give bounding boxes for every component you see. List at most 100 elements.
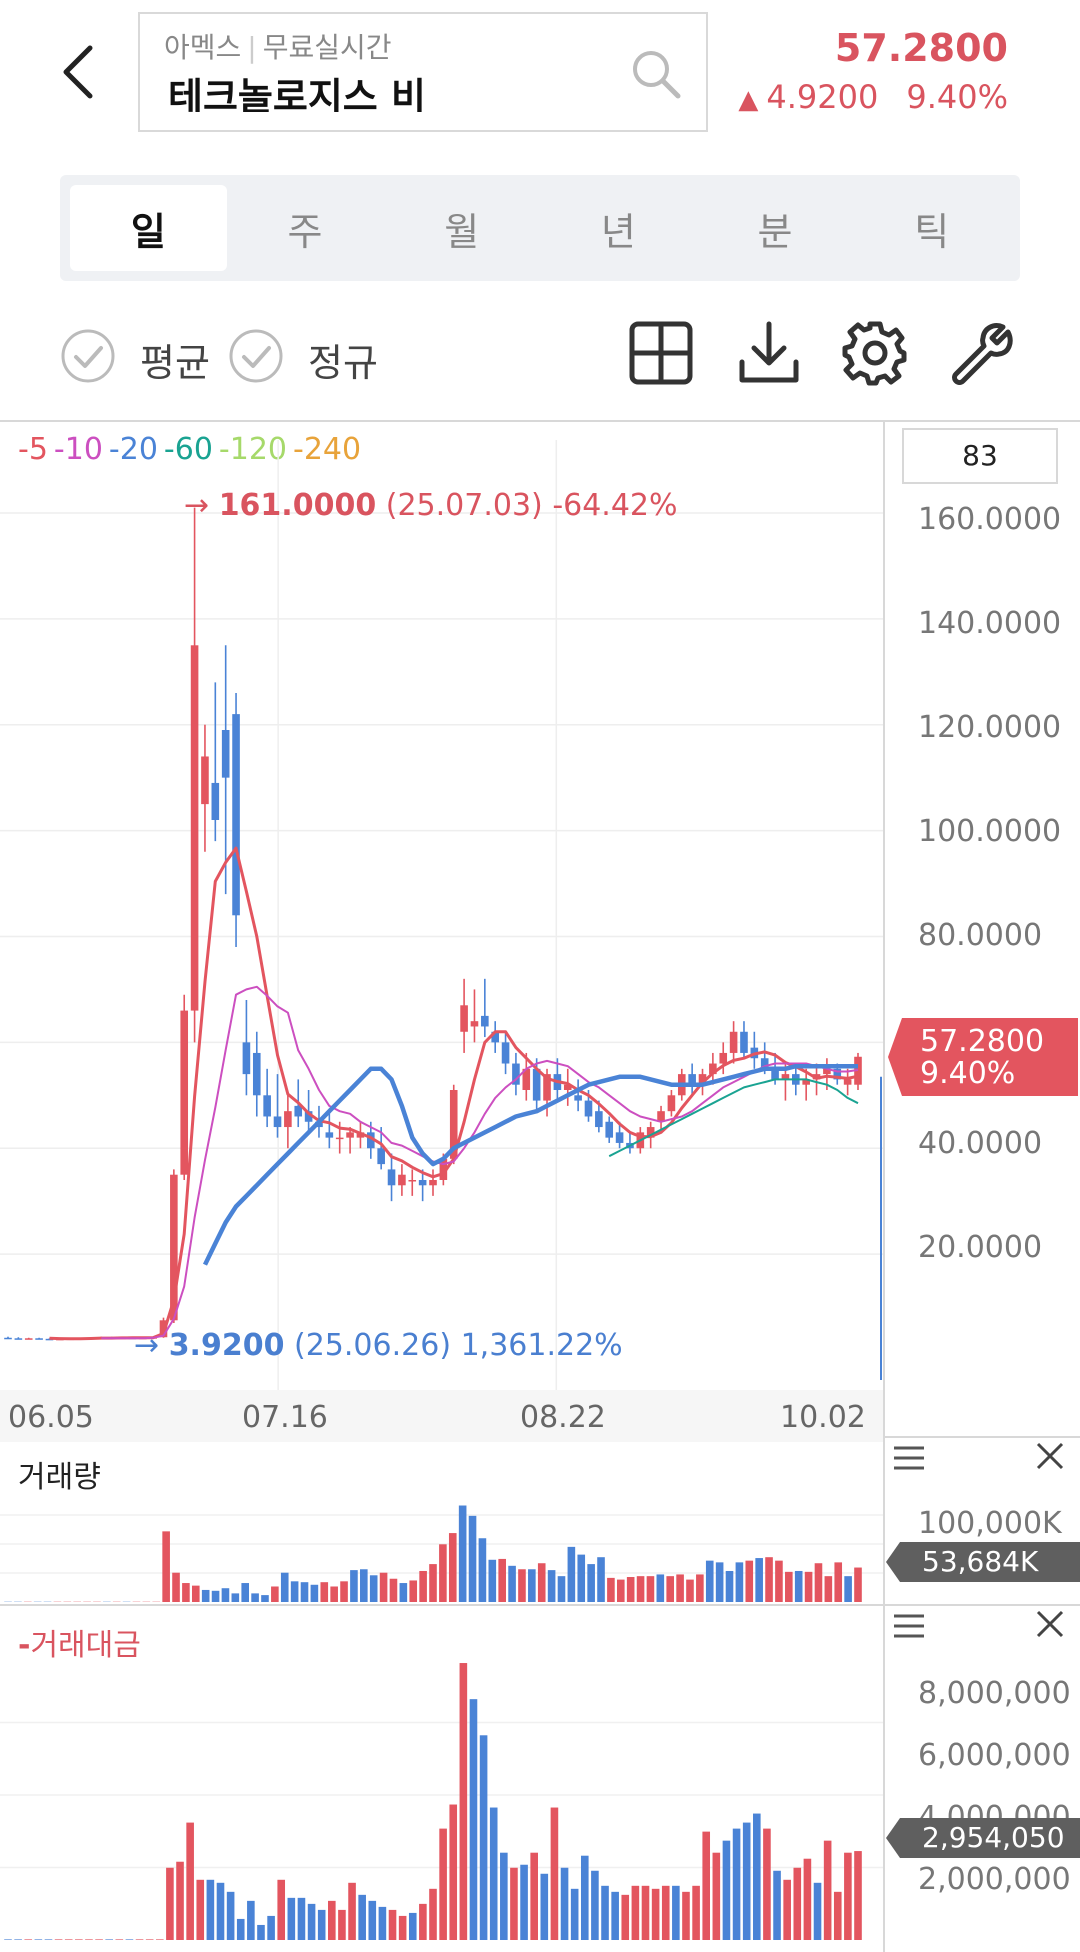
volume-bar xyxy=(125,1939,134,1940)
candle-body xyxy=(418,1180,427,1186)
volume-bar xyxy=(661,1885,670,1940)
candle-body xyxy=(584,1100,593,1117)
volume-bar xyxy=(823,1840,832,1940)
date-axis-tick: 06.05 xyxy=(8,1400,94,1435)
average-check-icon[interactable] xyxy=(60,328,116,384)
volume-bar xyxy=(115,1939,124,1940)
date-axis-tick: 07.16 xyxy=(242,1400,328,1435)
stock-search-box[interactable]: 아멕스 | 무료실시간 테크놀로지스 비 xyxy=(138,12,708,132)
candlestick-chart[interactable] xyxy=(0,440,883,1390)
high-date: (25.07.03) xyxy=(385,488,543,523)
volume-bar xyxy=(328,1900,336,1940)
amount-panel-border xyxy=(0,1604,1080,1606)
volume-bar xyxy=(368,1900,377,1940)
volume-bar xyxy=(510,1867,518,1940)
up-arrow-icon: ▲ xyxy=(738,85,759,115)
amount-close-icon[interactable] xyxy=(1034,1608,1066,1640)
volume-menu-icon[interactable] xyxy=(892,1444,926,1472)
wrench-icon[interactable] xyxy=(950,320,1016,386)
volume-bar xyxy=(528,1569,536,1602)
candle-body xyxy=(843,1079,852,1085)
volume-bar xyxy=(508,1565,516,1602)
candle-body xyxy=(294,1105,303,1117)
volume-bar xyxy=(469,1699,478,1940)
volume-bar xyxy=(54,1939,63,1940)
grid-icon[interactable] xyxy=(628,320,694,386)
regular-check-icon[interactable] xyxy=(228,328,284,384)
candle-count-input[interactable]: 83 xyxy=(902,428,1058,484)
volume-bar xyxy=(439,1828,447,1940)
download-icon[interactable] xyxy=(736,320,802,386)
price-axis-tick: 40.0000 xyxy=(918,1126,1043,1161)
volume-axis-tick: 100,000K xyxy=(918,1506,1062,1541)
tab-minute[interactable]: 분 xyxy=(757,209,793,254)
tab-week[interactable]: 주 xyxy=(287,209,323,254)
volume-bar xyxy=(4,1939,12,1940)
ma-legend-item-60: -60 xyxy=(163,432,213,467)
period-tabs: 일 주 월 년 분 틱 xyxy=(60,175,1020,281)
low-percent: 1,361.22% xyxy=(460,1328,623,1363)
volume-bar xyxy=(560,1867,569,1940)
volume-bar xyxy=(742,1822,751,1940)
candle-body xyxy=(460,1005,468,1032)
regular-label[interactable]: 정규 xyxy=(308,341,378,385)
candle-body xyxy=(646,1127,655,1138)
amount-current-tag: 2,954,050 xyxy=(886,1818,1080,1858)
volume-bar xyxy=(753,1813,761,1940)
volume-bar xyxy=(24,1939,33,1940)
candle-body xyxy=(491,1031,499,1043)
gear-icon[interactable] xyxy=(842,320,908,386)
volume-bar xyxy=(702,1831,711,1940)
volume-bar xyxy=(290,1581,299,1602)
tab-year[interactable]: 년 xyxy=(600,209,636,254)
ma-legend-item-10: -10 xyxy=(53,432,103,467)
volume-bar xyxy=(231,1593,240,1602)
volume-bar xyxy=(540,1873,549,1940)
volume-bar xyxy=(409,1580,418,1602)
ma-legend-item-240: -240 xyxy=(293,432,362,467)
volume-bar xyxy=(793,1867,802,1940)
exchange-separator: | xyxy=(247,31,257,64)
volume-bar xyxy=(621,1894,630,1940)
volume-bar xyxy=(783,1879,791,1940)
volume-bar xyxy=(755,1558,763,1602)
volume-close-icon[interactable] xyxy=(1034,1440,1066,1472)
candle-body xyxy=(781,1074,790,1080)
tab-month[interactable]: 월 xyxy=(444,209,480,254)
average-label[interactable]: 평균 xyxy=(140,341,210,385)
volume-bar xyxy=(85,1939,93,1940)
volume-bar xyxy=(307,1903,316,1940)
volume-bar xyxy=(692,1885,700,1940)
volume-bar xyxy=(350,1570,358,1602)
candle-body xyxy=(387,1169,396,1186)
candle-body xyxy=(563,1084,572,1090)
amount-title-text: 거래대금 xyxy=(30,1628,141,1663)
volume-bar xyxy=(191,1585,200,1602)
stock-name: 테크놀로지스 비 xyxy=(168,75,426,112)
volume-bar xyxy=(537,1563,546,1602)
volume-bar xyxy=(360,1569,368,1602)
search-icon[interactable] xyxy=(628,46,684,102)
amount-menu-icon[interactable] xyxy=(892,1612,926,1640)
price-axis-tick: 120.0000 xyxy=(918,710,1062,745)
volume-bar xyxy=(785,1571,793,1602)
candle-body xyxy=(201,756,209,805)
tab-tick[interactable]: 틱 xyxy=(914,209,950,254)
candle-body xyxy=(512,1063,520,1085)
candle-body xyxy=(367,1132,375,1149)
candle-body xyxy=(273,1116,282,1128)
volume-bar xyxy=(459,1663,468,1940)
candle-body xyxy=(698,1074,707,1085)
back-icon[interactable] xyxy=(50,42,110,102)
candle-body xyxy=(377,1148,385,1165)
candle-body xyxy=(595,1111,603,1128)
volume-bar xyxy=(489,1807,498,1940)
volume-bar xyxy=(611,1891,619,1940)
amount-title: -거래대금 xyxy=(18,1620,141,1664)
volume-bar xyxy=(854,1851,862,1940)
candle-body xyxy=(833,1068,842,1080)
volume-bar xyxy=(641,1885,650,1940)
tab-day[interactable]: 일 xyxy=(70,185,227,271)
volume-bar xyxy=(379,1572,388,1602)
volume-bar xyxy=(794,1570,803,1602)
